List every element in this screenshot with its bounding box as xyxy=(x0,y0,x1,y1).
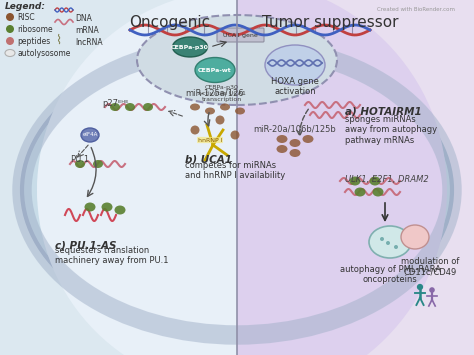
Ellipse shape xyxy=(110,103,120,111)
Ellipse shape xyxy=(195,58,235,82)
Ellipse shape xyxy=(6,37,14,45)
Ellipse shape xyxy=(190,104,200,110)
Text: autolysosome: autolysosome xyxy=(17,49,70,58)
Text: CEBPa-p30
activates UCA1
transcription: CEBPa-p30 activates UCA1 transcription xyxy=(198,85,246,102)
Ellipse shape xyxy=(220,104,230,110)
Ellipse shape xyxy=(84,202,95,212)
Text: a) HOTAIRM1: a) HOTAIRM1 xyxy=(345,107,422,117)
Ellipse shape xyxy=(81,128,99,142)
Text: competes for miRNAs
and hnRNP I availability: competes for miRNAs and hnRNP I availabi… xyxy=(185,161,285,180)
FancyBboxPatch shape xyxy=(237,0,474,355)
Ellipse shape xyxy=(290,149,301,157)
Text: peptides: peptides xyxy=(17,37,50,45)
Ellipse shape xyxy=(93,160,103,168)
Ellipse shape xyxy=(370,176,381,186)
Text: PU.1: PU.1 xyxy=(70,155,89,164)
Ellipse shape xyxy=(276,145,288,153)
Text: DNA: DNA xyxy=(75,14,92,23)
Text: Created with BioRender.com: Created with BioRender.com xyxy=(377,7,455,12)
Text: b) UCA1: b) UCA1 xyxy=(185,155,232,165)
Ellipse shape xyxy=(22,45,452,335)
Ellipse shape xyxy=(401,225,429,249)
Ellipse shape xyxy=(6,13,14,21)
FancyBboxPatch shape xyxy=(0,0,237,355)
Text: modulation of
CD11c/CD49: modulation of CD11c/CD49 xyxy=(401,257,459,277)
Ellipse shape xyxy=(429,287,435,293)
Ellipse shape xyxy=(349,176,361,186)
Ellipse shape xyxy=(101,202,112,212)
Text: eIF4A: eIF4A xyxy=(82,132,98,137)
Wedge shape xyxy=(37,0,237,355)
Text: Legend:: Legend: xyxy=(5,2,46,11)
Text: miR-125a/126: miR-125a/126 xyxy=(186,88,244,97)
Ellipse shape xyxy=(125,103,135,111)
Ellipse shape xyxy=(394,245,398,249)
Text: c) PU.1-AS: c) PU.1-AS xyxy=(55,240,117,250)
Ellipse shape xyxy=(216,115,225,125)
Ellipse shape xyxy=(386,241,390,245)
Ellipse shape xyxy=(205,108,215,115)
Ellipse shape xyxy=(380,237,384,241)
Ellipse shape xyxy=(115,206,126,214)
Text: lncRNA: lncRNA xyxy=(75,38,103,47)
Text: mRNA: mRNA xyxy=(75,26,99,35)
Wedge shape xyxy=(237,0,447,355)
Text: ⌇: ⌇ xyxy=(55,34,61,47)
Ellipse shape xyxy=(143,103,153,111)
Ellipse shape xyxy=(302,135,313,143)
FancyBboxPatch shape xyxy=(217,28,264,42)
Text: RISC: RISC xyxy=(17,12,35,22)
Text: hnRNP I: hnRNP I xyxy=(198,137,222,142)
Ellipse shape xyxy=(230,131,239,140)
Text: HOXA gene
activation: HOXA gene activation xyxy=(271,77,319,97)
Text: p27ᴱᴴᴱ: p27ᴱᴴᴱ xyxy=(102,98,128,108)
Text: UCA1 gene: UCA1 gene xyxy=(223,33,257,38)
Text: Oncogenic: Oncogenic xyxy=(129,15,210,30)
Text: ULK1, E2F1, DRAM2: ULK1, E2F1, DRAM2 xyxy=(345,175,429,184)
Text: sponges miRNAs
away from autophagy
pathway mRNAs: sponges miRNAs away from autophagy pathw… xyxy=(345,115,437,145)
Text: Tumor suppressor: Tumor suppressor xyxy=(262,15,398,30)
Text: miR-20a/106b/125b: miR-20a/106b/125b xyxy=(254,124,337,133)
Text: CEBPa-p30: CEBPa-p30 xyxy=(171,44,209,49)
Ellipse shape xyxy=(276,135,288,143)
Ellipse shape xyxy=(265,45,325,85)
Ellipse shape xyxy=(191,126,200,135)
Text: autophagy of PML-RARA
oncoproteins: autophagy of PML-RARA oncoproteins xyxy=(339,265,440,284)
Text: CEBPa-wt: CEBPa-wt xyxy=(198,67,232,72)
Ellipse shape xyxy=(6,25,14,33)
Ellipse shape xyxy=(75,160,85,168)
Ellipse shape xyxy=(369,226,411,258)
Ellipse shape xyxy=(373,187,383,197)
Text: ribosome: ribosome xyxy=(17,24,53,33)
Ellipse shape xyxy=(355,187,365,197)
Ellipse shape xyxy=(235,108,245,115)
Ellipse shape xyxy=(290,139,301,147)
Ellipse shape xyxy=(173,37,208,57)
Ellipse shape xyxy=(5,49,15,56)
Text: sequesters translation
machinery away from PU.1: sequesters translation machinery away fr… xyxy=(55,246,168,266)
Ellipse shape xyxy=(137,15,337,105)
Ellipse shape xyxy=(417,284,423,290)
Ellipse shape xyxy=(37,61,437,319)
